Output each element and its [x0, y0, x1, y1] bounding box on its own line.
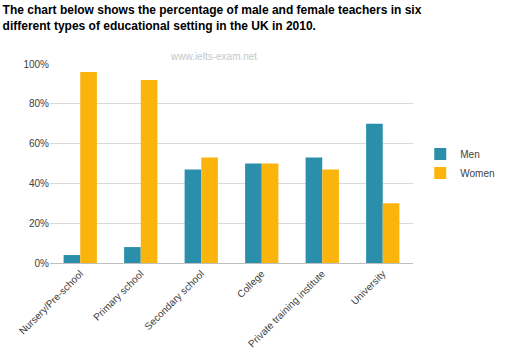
svg-text:Primary school: Primary school [91, 268, 146, 323]
svg-text:80%: 80% [29, 98, 49, 109]
svg-text:Women: Women [460, 168, 494, 179]
svg-text:60%: 60% [29, 138, 49, 149]
svg-text:Nursery/Pre-school: Nursery/Pre-school [17, 268, 85, 336]
svg-text:The chart below shows the perc: The chart below shows the percentage of … [3, 3, 422, 33]
svg-text:www.ielts-exam.net: www.ielts-exam.net [170, 51, 257, 62]
svg-text:100%: 100% [23, 59, 49, 70]
svg-text:Secondary school: Secondary school [142, 268, 206, 332]
svg-text:40%: 40% [29, 178, 49, 189]
svg-text:College: College [235, 268, 267, 300]
svg-text:Men: Men [460, 149, 479, 160]
svg-text:Private training institute: Private training institute [246, 268, 328, 350]
svg-text:20%: 20% [29, 218, 49, 229]
svg-text:University: University [349, 268, 388, 307]
svg-text:0%: 0% [35, 258, 50, 269]
